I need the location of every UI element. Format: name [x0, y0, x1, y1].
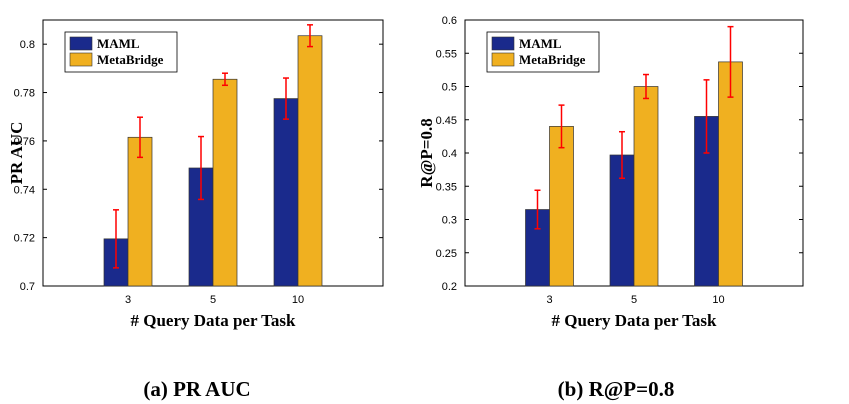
legend-label-metabridge: MetaBridge — [97, 52, 164, 67]
y-tick-label: 0.4 — [442, 148, 457, 160]
x-tick-label: 5 — [631, 294, 637, 306]
y-tick-label: 0.76 — [14, 136, 35, 148]
y-tick-label: 0.8 — [20, 39, 35, 51]
bar-metabridge — [212, 78, 238, 287]
figure-caption: (a) PR AUC — [143, 377, 250, 401]
y-tick-label: 0.45 — [436, 115, 457, 127]
x-axis-label: # Query Data per Task — [131, 311, 297, 330]
y-tick-label: 0.74 — [14, 184, 35, 196]
y-tick-label: 0.72 — [14, 233, 35, 245]
legend-swatch-maml — [491, 36, 515, 51]
y-tick-label: 0.6 — [442, 15, 457, 27]
legend-swatch-metabridge — [491, 52, 515, 67]
bar-metabridge — [127, 136, 153, 287]
x-tick-label: 10 — [292, 294, 304, 306]
x-tick-label: 3 — [546, 294, 552, 306]
legend-swatch-metabridge — [69, 52, 93, 67]
chart-pr-auc: 0.7 0.72 0.74 0.76 0.78 0.8 3 5 10 MAMLMetaBridge… — [7, 19, 384, 401]
bar-metabridge — [633, 86, 659, 287]
bar-maml — [273, 98, 299, 287]
legend-swatch-maml — [69, 36, 93, 51]
legend-label-maml: MAML — [519, 36, 562, 51]
legend-label-maml: MAML — [97, 36, 140, 51]
y-tick-label: 0.7 — [20, 281, 35, 293]
chart-recall-at-precision: 0.2 0.25 0.3 0.35 0.4 0.45 0.5 0.55 0.6 3 5 10 MAMLM… — [417, 15, 804, 401]
y-tick-label: 0.78 — [14, 88, 35, 100]
figure-caption: (b) R@P=0.8 — [558, 377, 675, 401]
bar-maml — [525, 209, 550, 287]
bar-metabridge — [549, 126, 574, 287]
y-tick-label: 0.25 — [436, 248, 457, 260]
y-tick-label: 0.5 — [442, 82, 457, 94]
x-tick-label: 3 — [125, 294, 131, 306]
x-tick-label: 10 — [712, 294, 724, 306]
x-tick-label: 5 — [210, 294, 216, 306]
y-axis-label: R@P=0.8 — [417, 118, 436, 187]
y-axis-label: PR AUC — [7, 122, 26, 185]
y-tick-label: 0.2 — [442, 281, 457, 293]
legend-label-metabridge: MetaBridge — [519, 52, 586, 67]
x-axis-label: # Query Data per Task — [552, 311, 718, 330]
y-tick-label: 0.35 — [436, 181, 457, 193]
bar-metabridge — [297, 35, 323, 287]
y-tick-label: 0.3 — [442, 215, 457, 227]
y-tick-label: 0.55 — [436, 48, 457, 60]
